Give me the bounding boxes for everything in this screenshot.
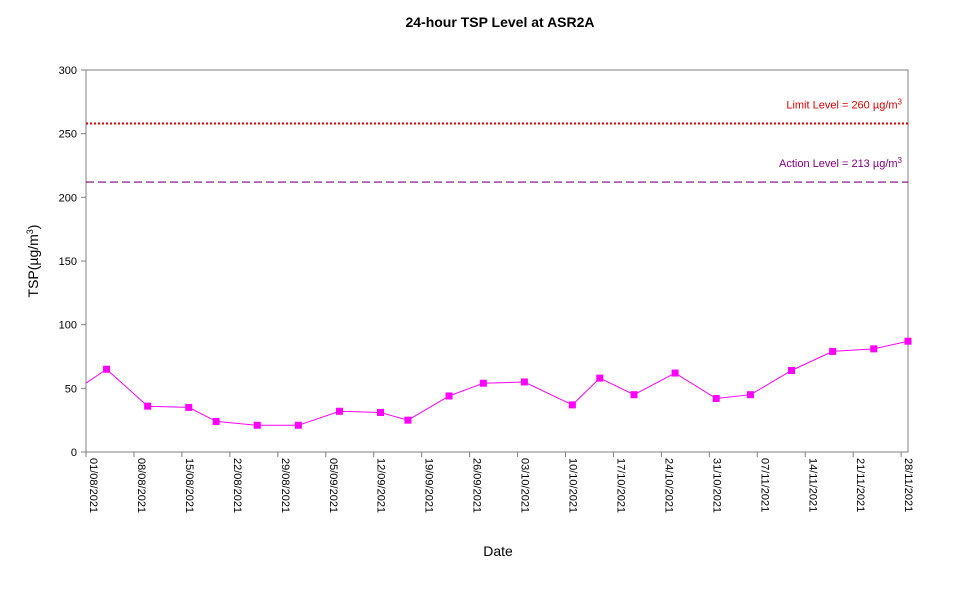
- x-tick-label: 31/10/2021: [710, 458, 722, 513]
- y-tick-label: 100: [59, 320, 77, 332]
- x-tick-label: 08/08/2021: [135, 458, 147, 513]
- data-point: [253, 421, 261, 429]
- x-tick-label: 22/08/2021: [231, 458, 243, 513]
- y-tick-label: 150: [59, 256, 77, 268]
- x-tick-label: 19/09/2021: [423, 458, 435, 513]
- x-tick-label: 03/10/2021: [519, 458, 531, 513]
- y-tick-label: 0: [71, 447, 77, 459]
- x-tick-label: 12/09/2021: [375, 458, 387, 513]
- data-point: [596, 374, 604, 382]
- action-level-label: Action Level = 213 µg/m3: [779, 156, 903, 171]
- x-tick-label: 17/10/2021: [614, 458, 626, 513]
- y-tick-label: 300: [59, 65, 77, 77]
- data-point: [377, 409, 385, 417]
- chart-title: 24-hour TSP Level at ASR2A: [405, 14, 594, 30]
- x-tick-label: 05/09/2021: [327, 458, 339, 513]
- x-tick-label: 28/11/2021: [902, 458, 914, 512]
- y-tick-label: 250: [59, 129, 77, 141]
- data-point: [630, 391, 638, 399]
- x-tick-label: 26/09/2021: [471, 458, 483, 513]
- data-point: [870, 345, 878, 353]
- data-point: [445, 392, 453, 400]
- x-tick-label: 21/11/2021: [854, 458, 866, 512]
- limit-level-label: Limit Level = 260 µg/m3: [786, 97, 902, 112]
- x-axis-label: Date: [483, 543, 513, 559]
- y-tick-label: 50: [65, 383, 77, 395]
- data-point: [479, 379, 487, 387]
- y-tick-label: 200: [59, 192, 77, 204]
- data-point: [712, 395, 720, 403]
- x-tick-label: 01/08/2021: [87, 458, 99, 513]
- x-tick-label: 07/11/2021: [758, 458, 770, 512]
- data-point: [788, 367, 796, 375]
- series-line: [85, 340, 909, 426]
- data-point: [185, 403, 193, 411]
- data-point: [568, 401, 576, 409]
- data-point: [212, 417, 220, 425]
- data-point: [335, 407, 343, 415]
- x-tick-label: 15/08/2021: [183, 458, 195, 513]
- data-point: [520, 378, 528, 386]
- data-point: [103, 365, 111, 373]
- data-point: [904, 337, 912, 345]
- data-point: [746, 391, 754, 399]
- x-tick-label: 24/10/2021: [662, 458, 674, 513]
- data-point: [144, 402, 152, 410]
- plot-area: [85, 69, 909, 453]
- x-tick-label: 29/08/2021: [279, 458, 291, 513]
- data-point: [294, 421, 302, 429]
- data-point: [404, 416, 412, 424]
- x-tick-label: 14/11/2021: [806, 458, 818, 512]
- x-tick-label: 10/10/2021: [567, 458, 579, 513]
- y-axis-label: TSP(µg/m3): [25, 225, 41, 298]
- data-point: [829, 347, 837, 355]
- data-point: [671, 369, 679, 377]
